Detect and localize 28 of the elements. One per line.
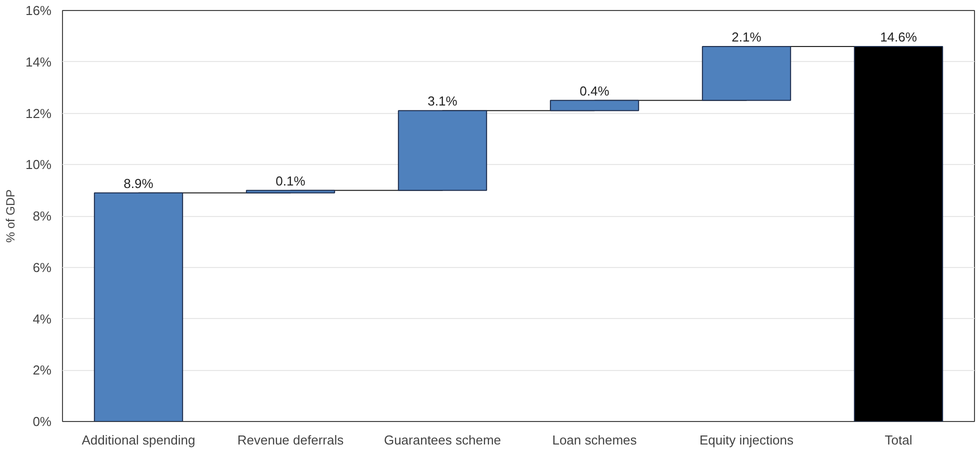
y-axis-title: % of GDP bbox=[3, 189, 18, 243]
y-tick-label: 6% bbox=[32, 260, 52, 275]
x-tick-label: Revenue deferrals bbox=[237, 432, 344, 448]
x-tick-label: Total bbox=[884, 432, 912, 448]
y-tick-label: 8% bbox=[32, 208, 52, 224]
y-tick-label: 14% bbox=[25, 54, 52, 70]
y-tick-label: 0% bbox=[32, 414, 52, 429]
data-label: 2.1% bbox=[732, 29, 762, 44]
bar bbox=[702, 46, 792, 101]
y-tick-label: 10% bbox=[25, 157, 52, 172]
data-label: 3.1% bbox=[428, 94, 458, 109]
data-label: 8.9% bbox=[124, 176, 154, 191]
x-tick-label: Loan schemes bbox=[552, 432, 638, 448]
data-label: 0.1% bbox=[276, 173, 306, 188]
x-tick-label: Additional spending bbox=[82, 432, 196, 448]
bar bbox=[246, 190, 336, 194]
x-tick-label: Equity injections bbox=[700, 432, 794, 448]
bar bbox=[398, 110, 488, 191]
y-tick-label: 2% bbox=[32, 362, 52, 378]
data-label: 0.4% bbox=[580, 83, 610, 98]
bar bbox=[550, 100, 640, 112]
data-label: 14.6% bbox=[880, 29, 918, 44]
x-tick-label: Guarantees scheme bbox=[384, 432, 502, 448]
y-tick-label: 12% bbox=[25, 106, 52, 121]
y-tick-label: 4% bbox=[32, 311, 52, 326]
bar bbox=[94, 192, 184, 422]
y-tick-label: 16% bbox=[25, 3, 52, 18]
bar bbox=[854, 46, 944, 422]
